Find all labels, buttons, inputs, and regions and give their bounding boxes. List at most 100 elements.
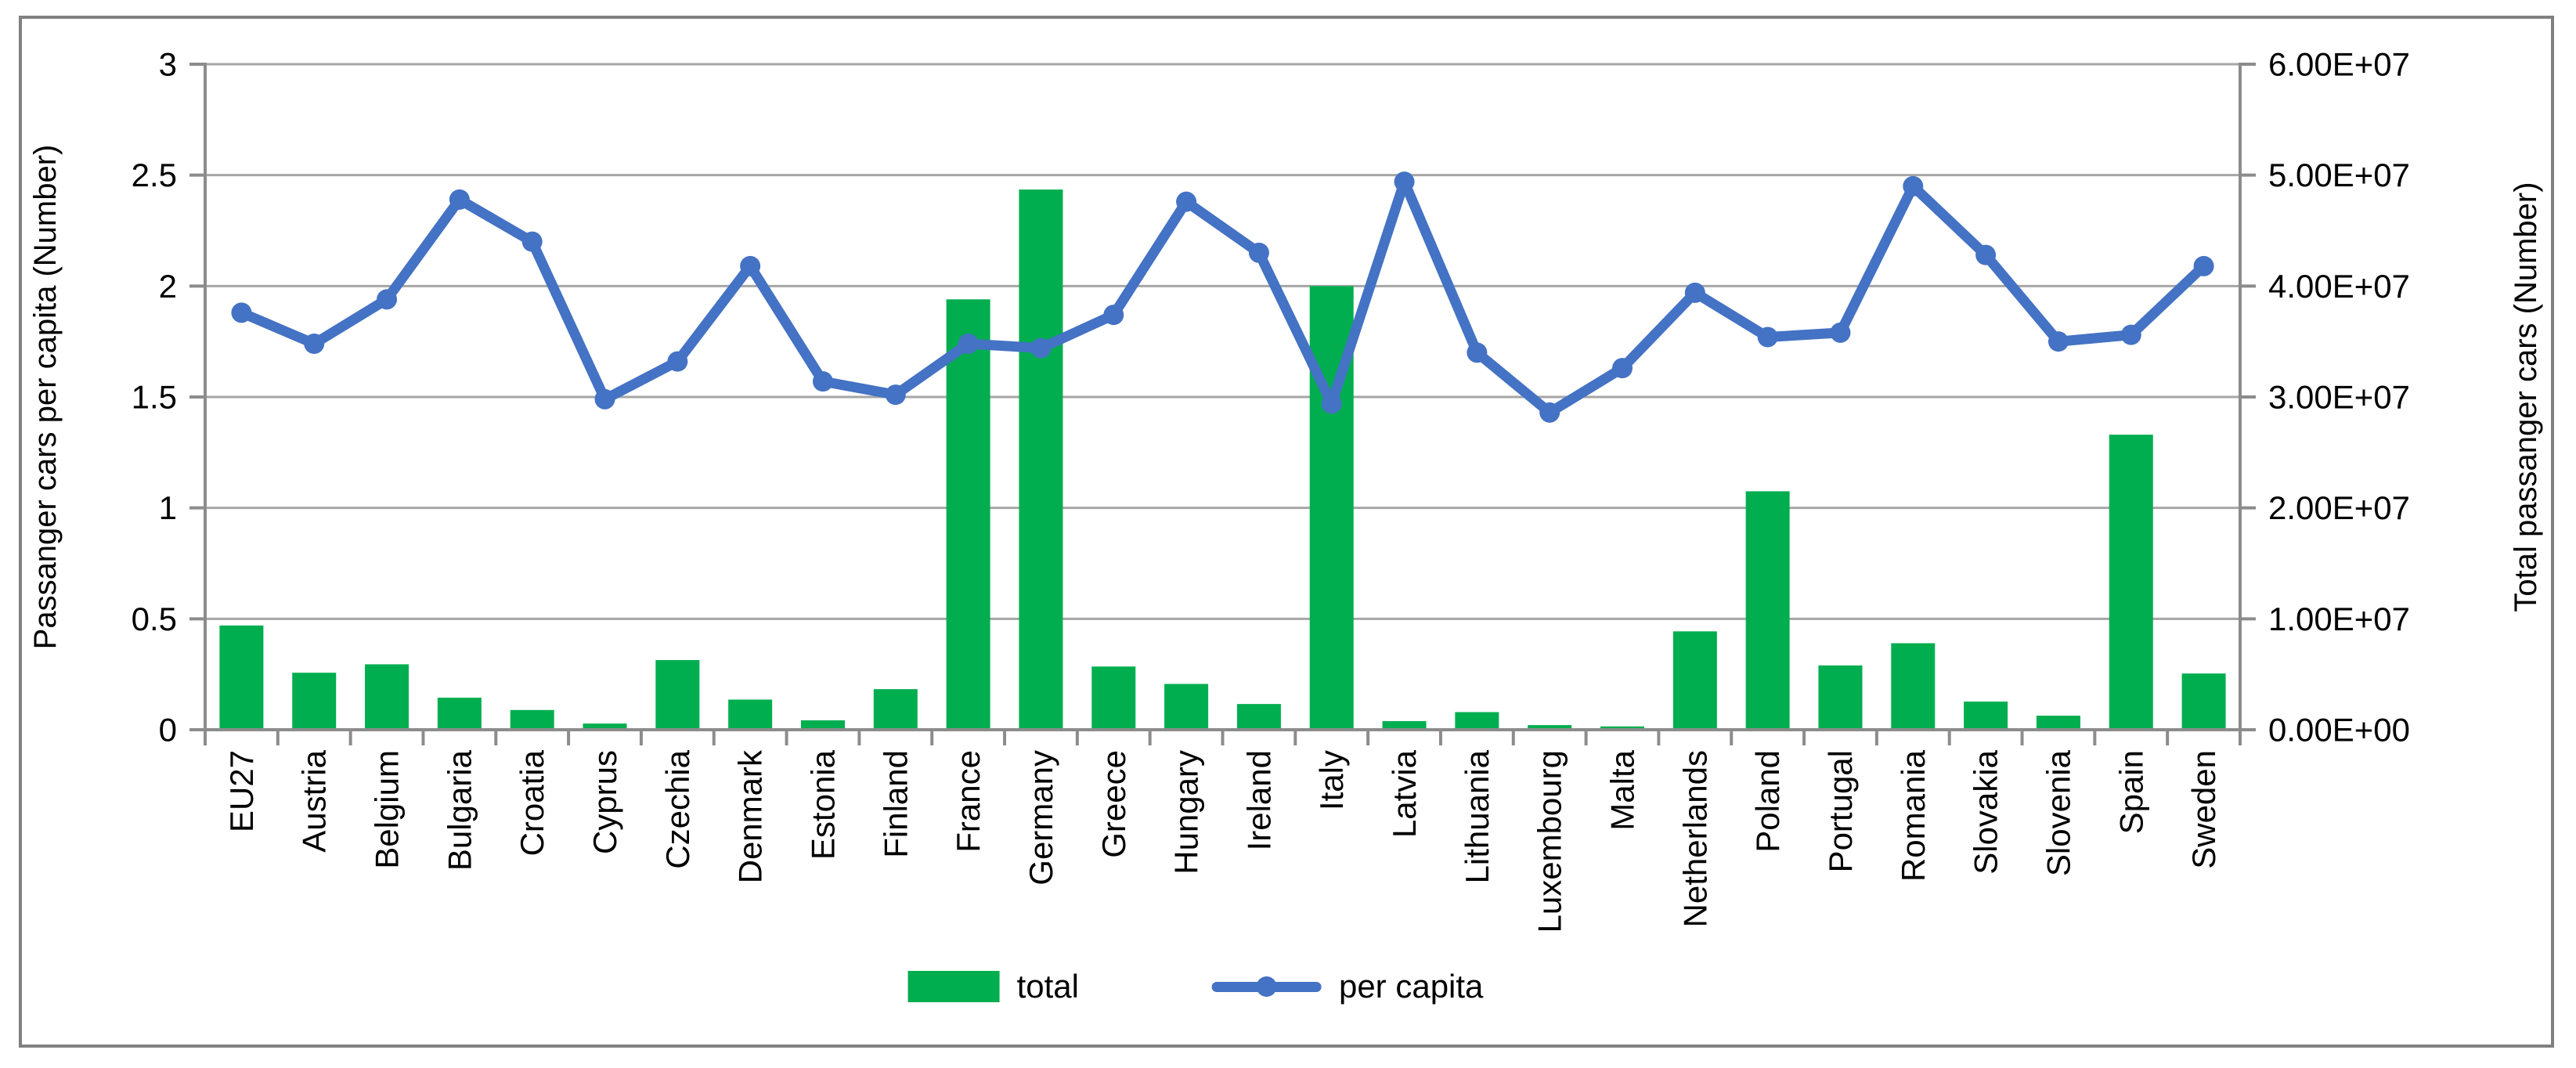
data-point (958, 334, 979, 354)
data-point (1757, 327, 1778, 348)
per-capita-line (236, 176, 2210, 418)
data-point (1176, 191, 1197, 212)
data-point (1030, 337, 1052, 359)
data-point (2193, 255, 2214, 276)
bar (510, 709, 554, 730)
data-point (377, 289, 398, 310)
category-label: Latvia (1386, 749, 1423, 838)
category-label: Sweden (2185, 750, 2222, 869)
bar (1019, 189, 1063, 731)
bar (728, 699, 773, 730)
right-tick-label: 6.00E+07 (2268, 46, 2410, 83)
data-point (1612, 358, 1633, 379)
data-point (449, 189, 470, 210)
category-label: Croatia (514, 749, 550, 856)
bar (2181, 673, 2226, 730)
data-point (1248, 242, 1269, 263)
legend-item-total: total (907, 968, 1079, 1005)
bar (219, 625, 264, 730)
bar (873, 689, 918, 730)
category-label: Austria (296, 749, 333, 852)
category-label: Lithuania (1459, 749, 1495, 883)
category-label: EU27 (223, 750, 260, 832)
data-point (1830, 322, 1851, 343)
category-label: Italy (1313, 750, 1350, 810)
bar (1745, 491, 1790, 730)
left-tick-label: 0.5 (132, 601, 177, 637)
category-label: France (950, 750, 987, 853)
per-capita-series-swatch-icon (1211, 976, 1322, 998)
data-point (1321, 393, 1342, 414)
category-label: Poland (1749, 750, 1786, 853)
bar (1164, 684, 1209, 730)
category-label: Malta (1604, 749, 1641, 830)
legend-item-per-capita: per capita (1211, 968, 1484, 1005)
total-series-swatch-icon (907, 971, 1000, 1002)
category-label: Ireland (1240, 750, 1277, 850)
bar (655, 660, 700, 730)
right-tick-label: 0.00E+00 (2268, 712, 2410, 749)
data-point (1684, 282, 1705, 303)
bar (365, 664, 409, 730)
category-label: Spain (2112, 750, 2149, 834)
bar (800, 720, 845, 730)
bar (1455, 712, 1499, 730)
bar (1600, 726, 1645, 730)
left-tick-label: 1 (159, 489, 177, 526)
bar (1672, 631, 1717, 730)
category-label: Finland (877, 750, 914, 858)
bar (583, 723, 627, 730)
category-label: Germany (1023, 750, 1059, 886)
category-label: Slovenia (2040, 749, 2076, 876)
bar (1891, 643, 1936, 730)
data-point (812, 371, 833, 392)
left-tick-label: 3 (159, 46, 177, 83)
data-point (304, 334, 325, 354)
data-point (594, 388, 615, 410)
category-label: Cyprus (586, 750, 623, 854)
category-label: Portugal (1822, 750, 1859, 872)
category-label: Czechia (659, 749, 696, 868)
data-point (667, 351, 688, 372)
left-tick-label: 0 (159, 712, 177, 749)
left-tick-label: 2 (159, 268, 177, 305)
category-label: Greece (1095, 750, 1132, 858)
data-point (2047, 331, 2069, 352)
bar (1091, 666, 1136, 730)
bar (1818, 665, 1863, 730)
right-tick-label: 1.00E+07 (2268, 601, 2410, 637)
left-tick-label: 1.5 (132, 379, 177, 416)
right-tick-label: 5.00E+07 (2268, 157, 2410, 193)
legend-label-per-capita: per capita (1338, 968, 1484, 1005)
data-point (885, 384, 906, 406)
legend-marker-icon (1256, 976, 1277, 997)
left-axis-title: Passanger cars per capita (Number) (28, 144, 63, 650)
bar (1236, 704, 1281, 730)
category-label: Belgium (369, 750, 406, 869)
bar (1382, 720, 1427, 730)
category-label: Denmark (732, 749, 769, 883)
data-point (2120, 324, 2141, 345)
data-point (231, 302, 252, 323)
data-point (1394, 171, 1415, 193)
right-tick-label: 3.00E+07 (2268, 379, 2410, 416)
category-label: Hungary (1168, 750, 1205, 875)
data-point (521, 231, 543, 252)
category-label: Bulgaria (441, 749, 478, 871)
data-point (1903, 175, 1924, 197)
bar (1964, 702, 2008, 730)
category-label: Slovakia (1968, 749, 2004, 874)
data-point (1467, 342, 1488, 363)
right-tick-label: 2.00E+07 (2268, 489, 2410, 526)
bar (437, 698, 482, 730)
bar (292, 673, 337, 730)
legend: total per capita (907, 968, 1484, 1005)
data-point (1539, 402, 1560, 423)
left-tick-label: 2.5 (132, 157, 177, 193)
bar (2036, 716, 2080, 730)
right-axis-title: Total passanger cars (Number) (2509, 182, 2543, 612)
category-label: Estonia (804, 749, 841, 860)
data-point (1975, 244, 1997, 265)
category-label: Netherlands (1676, 750, 1713, 927)
